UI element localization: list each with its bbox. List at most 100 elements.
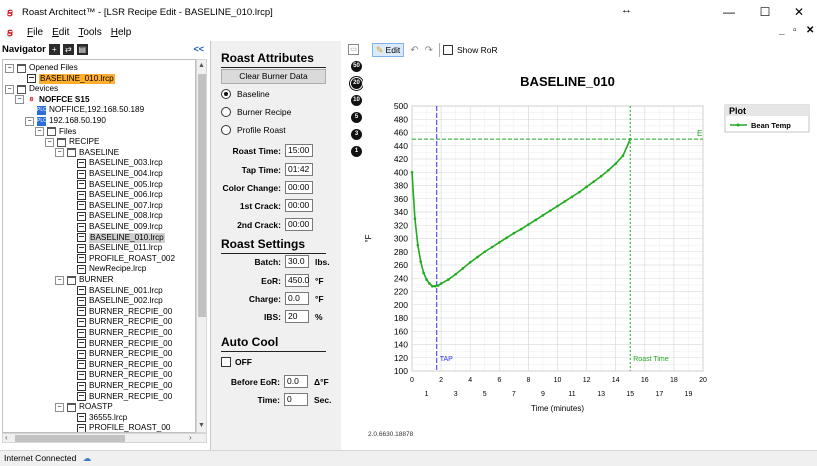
close-button[interactable]: ✕ xyxy=(782,0,816,24)
first-crack-input[interactable]: 00:00 xyxy=(285,199,313,212)
step-3-icon[interactable]: 3 xyxy=(351,129,362,140)
scroll-thumb[interactable] xyxy=(198,74,206,317)
scroll-down-icon[interactable]: ▼ xyxy=(197,422,206,429)
second-crack-input[interactable]: 00:00 xyxy=(285,218,313,231)
tap-time-input[interactable]: 01:42 xyxy=(285,163,313,176)
maximize-button[interactable]: ☐ xyxy=(748,0,782,24)
tree-item[interactable]: BASELINE_010.lrcp xyxy=(77,233,165,243)
menu-help[interactable]: Help xyxy=(111,27,132,38)
clear-burner-data-button[interactable]: Clear Burner Data xyxy=(221,69,326,84)
connect-icon[interactable]: ⇄ xyxy=(63,44,74,55)
collapse-toggle-icon[interactable]: − xyxy=(5,85,14,94)
tree-item[interactable]: − ꞩ NOFFCE S15 xyxy=(15,95,90,105)
mode-baseline-radio[interactable]: Baseline xyxy=(221,89,270,99)
redo-icon[interactable]: ↷ xyxy=(425,45,433,56)
tree-item[interactable]: BASELINE_010.lrcp xyxy=(27,74,115,84)
tree-item[interactable]: − PLC 192.168.50.190 xyxy=(25,116,106,126)
mode-burner-recipe-radio[interactable]: Burner Recipe xyxy=(221,107,291,117)
tree-item[interactable]: − ROASTP xyxy=(55,402,113,412)
undo-icon[interactable]: ↶ xyxy=(410,45,418,56)
step-10-icon[interactable]: 10 xyxy=(351,95,362,106)
before-eor-input[interactable]: 0.0 xyxy=(284,375,308,388)
tree-item[interactable]: BURNER_RECPIE_00 xyxy=(77,370,172,380)
tree-item[interactable]: − RECIPE xyxy=(45,137,99,147)
show-ror-checkbox[interactable] xyxy=(443,45,453,55)
collapse-navigator-button[interactable]: << xyxy=(193,44,204,54)
checkbox-icon[interactable] xyxy=(221,357,231,367)
auto-cool-checkbox[interactable]: OFF xyxy=(221,357,252,367)
tree-item[interactable]: BASELINE_011.lrcp xyxy=(77,243,162,253)
file-tree[interactable]: − Opened Files BASELINE_010.lrcp − Devices − ꞩ… xyxy=(2,59,196,433)
window-icon[interactable]: ▤ xyxy=(77,44,88,55)
tree-item[interactable]: − Devices xyxy=(5,84,58,94)
radio-selected-icon[interactable] xyxy=(221,89,231,99)
step-5-icon[interactable]: 5 xyxy=(351,112,362,123)
mdi-restore-button[interactable]: ▫ xyxy=(793,25,797,36)
scroll-left-icon[interactable]: ‹ xyxy=(5,433,8,442)
ibs-input[interactable]: 20 xyxy=(285,310,309,323)
tree-item[interactable]: PLC NOFFICE,192.168.50.189 xyxy=(37,105,144,115)
step-20-icon[interactable]: 20 xyxy=(351,78,362,89)
tree-item[interactable]: − Opened Files xyxy=(5,63,78,73)
tree-vertical-scrollbar[interactable]: ▲ ▼ xyxy=(196,59,207,433)
scroll-right-icon[interactable]: › xyxy=(189,433,192,442)
step-1-icon[interactable]: 1 xyxy=(351,146,362,157)
minimize-button[interactable]: — xyxy=(712,0,746,24)
tree-item[interactable]: PROFILE_ROAST_00 xyxy=(77,423,170,433)
tree-item[interactable]: BURNER_RECPIE_00 xyxy=(77,392,172,402)
tree-item[interactable]: BASELINE_006.lrcp xyxy=(77,190,163,200)
tree-item[interactable]: BASELINE_007.lrcp xyxy=(77,201,163,211)
charge-input[interactable]: 0.0 xyxy=(285,292,309,305)
radio-icon[interactable] xyxy=(221,125,231,135)
roast-profile-chart[interactable]: BASELINE_0101001201401601802002202402602… xyxy=(363,58,817,450)
tree-item[interactable]: BASELINE_004.lrcp xyxy=(77,169,163,179)
menu-file[interactable]: File xyxy=(27,27,43,38)
collapse-toggle-icon[interactable]: − xyxy=(55,276,64,285)
tree-item[interactable]: BASELINE_009.lrcp xyxy=(77,222,163,232)
mdi-close-button[interactable]: ✕ xyxy=(806,25,814,36)
color-change-input[interactable]: 00:00 xyxy=(285,181,313,194)
roast-time-input[interactable]: 15:00 xyxy=(285,144,313,157)
eor-input[interactable]: 450.0 xyxy=(285,274,309,287)
tree-item[interactable]: BURNER_RECPIE_00 xyxy=(77,307,172,317)
radio-icon[interactable] xyxy=(221,107,231,117)
save-icon[interactable]: ▭ xyxy=(348,44,359,55)
tree-item[interactable]: BASELINE_008.lrcp xyxy=(77,211,163,221)
tree-item[interactable]: − BASELINE xyxy=(55,148,119,158)
collapse-toggle-icon[interactable]: − xyxy=(55,148,64,157)
scroll-up-icon[interactable]: ▲ xyxy=(197,62,206,69)
tree-item[interactable]: BURNER_RECPIE_00 xyxy=(77,339,172,349)
tree-item[interactable]: 36555.lrcp xyxy=(77,413,127,423)
tree-item[interactable]: BURNER_RECPIE_00 xyxy=(77,317,172,327)
menu-tools[interactable]: Tools xyxy=(78,27,101,38)
mode-profile-roast-radio[interactable]: Profile Roast xyxy=(221,125,286,135)
add-icon[interactable]: + xyxy=(49,44,60,55)
resize-arrows-icon[interactable]: ↔ xyxy=(621,4,632,16)
tree-horizontal-scrollbar[interactable]: ‹ › xyxy=(2,433,207,443)
menu-edit[interactable]: Edit xyxy=(52,27,69,38)
batch-input[interactable]: 30.0 xyxy=(285,255,309,268)
collapse-toggle-icon[interactable]: − xyxy=(15,95,24,104)
tree-item[interactable]: PROFILE_ROAST_002 xyxy=(77,254,175,264)
collapse-toggle-icon[interactable]: − xyxy=(45,138,54,147)
tree-item[interactable]: BURNER_RECPIE_00 xyxy=(77,360,172,370)
edit-button[interactable]: ✎ Edit xyxy=(372,43,404,57)
tree-item[interactable]: BURNER_RECPIE_00 xyxy=(77,349,172,359)
collapse-toggle-icon[interactable]: − xyxy=(5,64,14,73)
mdi-app-icon[interactable]: ꞩ xyxy=(2,26,18,39)
tree-item[interactable]: BASELINE_002.lrcp xyxy=(77,296,163,306)
collapse-toggle-icon[interactable]: − xyxy=(25,117,34,126)
tree-item[interactable]: BASELINE_005.lrcp xyxy=(77,180,163,190)
tree-item[interactable]: − BURNER xyxy=(55,275,114,285)
collapse-toggle-icon[interactable]: − xyxy=(35,127,44,136)
tree-item[interactable]: BASELINE_001.lrcp xyxy=(77,286,163,296)
mdi-minimize-button[interactable]: _ xyxy=(779,25,785,36)
tree-item[interactable]: BURNER_RECPIE_00 xyxy=(77,328,172,338)
tree-item[interactable]: NewRecipe.lrcp xyxy=(77,264,146,274)
step-50-icon[interactable]: 50 xyxy=(351,61,362,72)
tree-item[interactable]: − Files xyxy=(35,127,76,137)
tree-item[interactable]: BASELINE_003.lrcp xyxy=(77,158,163,168)
cool-time-input[interactable]: 0 xyxy=(284,393,308,406)
collapse-toggle-icon[interactable]: − xyxy=(55,403,64,412)
hscroll-thumb[interactable] xyxy=(15,435,125,442)
